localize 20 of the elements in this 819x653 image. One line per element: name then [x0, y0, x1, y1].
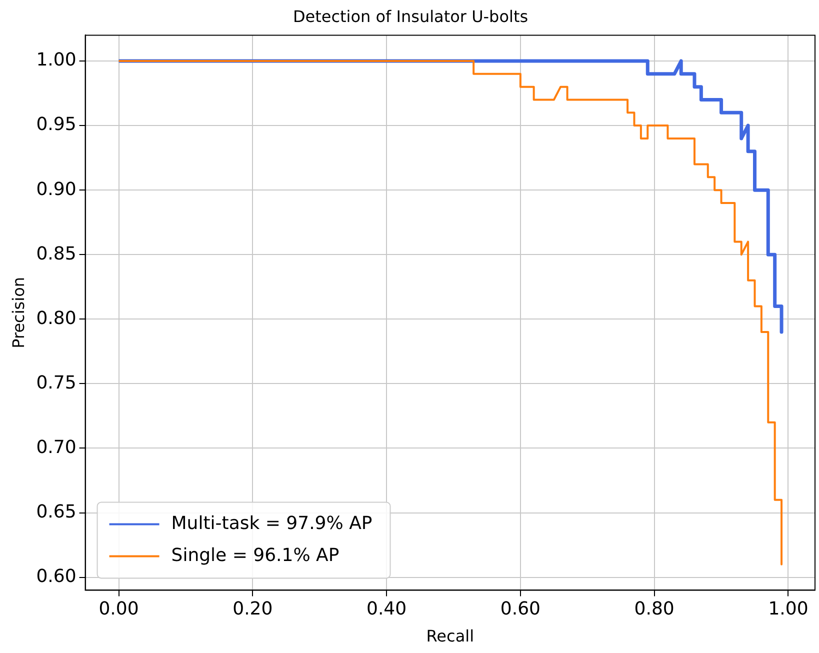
x-tick-label: 0.60: [500, 598, 540, 620]
legend-label: Multi-task = 97.9% AP: [171, 512, 372, 534]
y-tick-label: 0.85: [36, 243, 76, 264]
y-axis-title: Precision: [8, 277, 28, 348]
x-axis-title: Recall: [426, 626, 474, 646]
x-tick-label: 0.00: [98, 598, 139, 620]
y-tick-label: 0.90: [36, 178, 76, 200]
y-tick-label: 0.95: [36, 114, 76, 136]
x-tick-label: 0.20: [232, 598, 273, 620]
y-tick-label: 0.80: [36, 308, 76, 329]
y-tick-label: 0.75: [36, 372, 76, 394]
y-tick-label: 0.70: [36, 436, 76, 458]
y-tick-label: 1.00: [36, 50, 76, 71]
y-tick-label: 0.65: [36, 501, 76, 522]
chart-title: Detection of Insulator U-bolts: [292, 6, 528, 26]
x-tick-label: 0.80: [634, 598, 674, 620]
x-tick-label: 0.40: [366, 598, 407, 620]
x-tick-label: 1.00: [768, 598, 808, 620]
y-tick-label: 0.60: [36, 566, 76, 587]
legend-label: Single = 96.1% AP: [171, 544, 340, 566]
